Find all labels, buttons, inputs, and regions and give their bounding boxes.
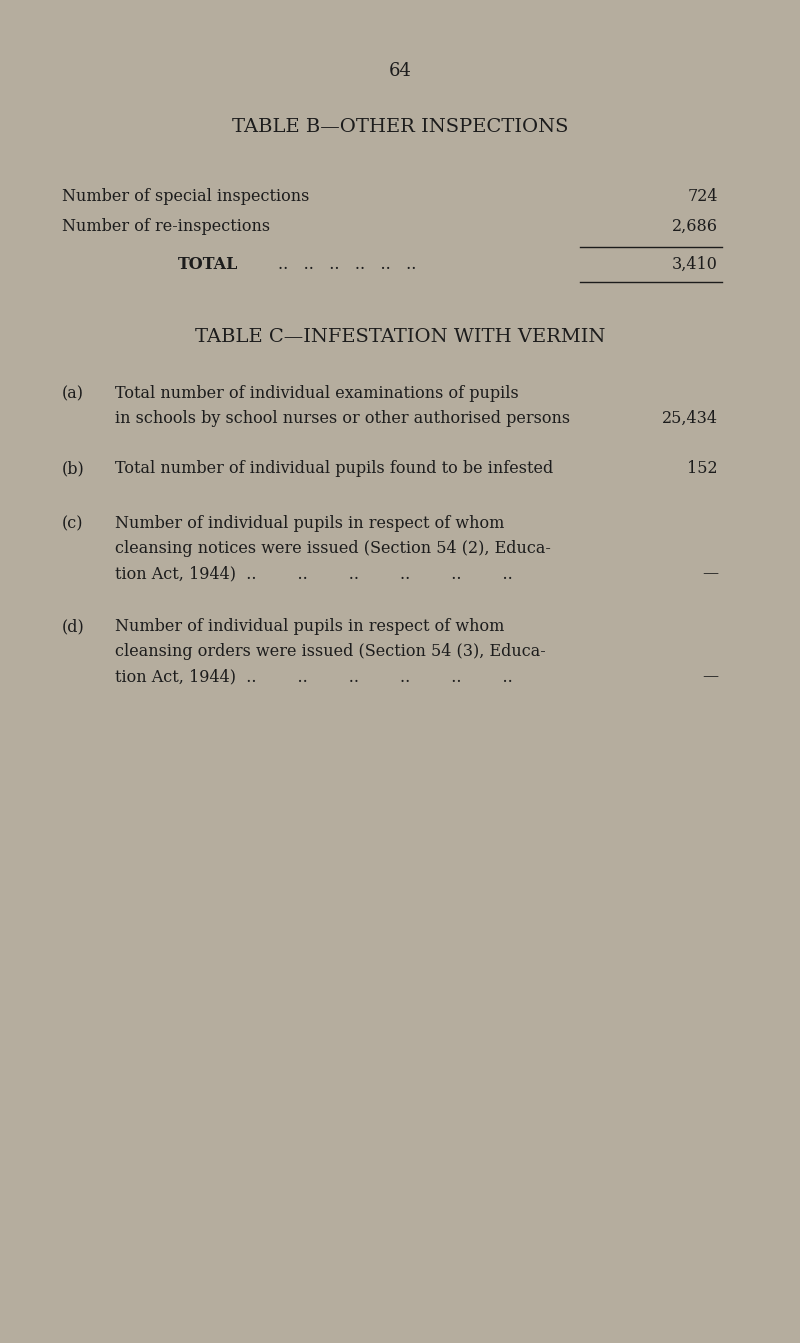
Text: Number of special inspections: Number of special inspections (62, 188, 310, 205)
Text: Total number of individual examinations of pupils: Total number of individual examinations … (115, 385, 518, 402)
Text: (d): (d) (62, 618, 85, 635)
Text: (a): (a) (62, 385, 84, 402)
Text: tion Act, 1944)  ..        ..        ..        ..        ..        ..: tion Act, 1944) .. .. .. .. .. .. (115, 565, 513, 582)
Text: tion Act, 1944)  ..        ..        ..        ..        ..        ..: tion Act, 1944) .. .. .. .. .. .. (115, 667, 513, 685)
Text: 25,434: 25,434 (662, 410, 718, 427)
Text: cleansing notices were issued (Section 54 (2), Educa-: cleansing notices were issued (Section 5… (115, 540, 551, 557)
Text: 64: 64 (389, 62, 411, 81)
Text: Total number of individual pupils found to be infested: Total number of individual pupils found … (115, 461, 554, 477)
Text: cleansing orders were issued (Section 54 (3), Educa-: cleansing orders were issued (Section 54… (115, 643, 546, 659)
Text: (b): (b) (62, 461, 85, 477)
Text: Number of individual pupils in respect of whom: Number of individual pupils in respect o… (115, 514, 504, 532)
Text: Number of individual pupils in respect of whom: Number of individual pupils in respect o… (115, 618, 504, 635)
Text: TABLE B—OTHER INSPECTIONS: TABLE B—OTHER INSPECTIONS (232, 118, 568, 136)
Text: 2,686: 2,686 (672, 218, 718, 235)
Text: (c): (c) (62, 514, 83, 532)
Text: 724: 724 (687, 188, 718, 205)
Text: 3,410: 3,410 (672, 257, 718, 273)
Text: TABLE C—INFESTATION WITH VERMIN: TABLE C—INFESTATION WITH VERMIN (195, 328, 605, 346)
Text: —: — (702, 565, 718, 582)
Text: 152: 152 (687, 461, 718, 477)
Text: in schools by school nurses or other authorised persons: in schools by school nurses or other aut… (115, 410, 570, 427)
Text: TOTAL: TOTAL (178, 257, 238, 273)
Text: —: — (702, 667, 718, 685)
Text: Number of re-inspections: Number of re-inspections (62, 218, 270, 235)
Text: ..   ..   ..   ..   ..   ..: .. .. .. .. .. .. (278, 257, 416, 273)
